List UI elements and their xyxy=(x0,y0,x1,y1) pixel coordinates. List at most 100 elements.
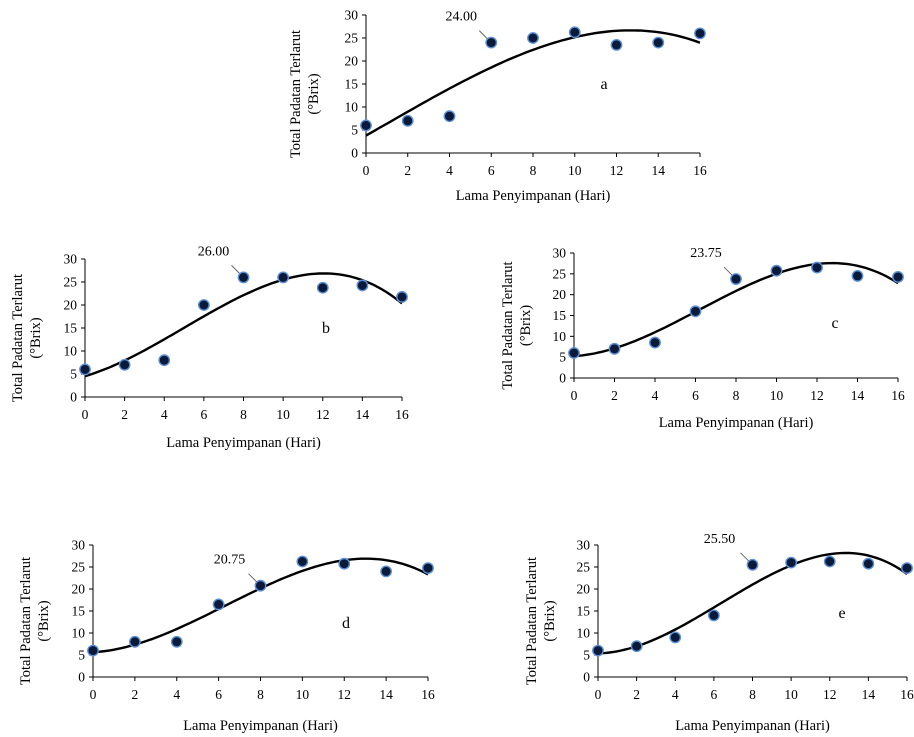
data-point xyxy=(592,644,604,657)
x-tick-label: 0 xyxy=(363,163,370,178)
x-tick-label: 6 xyxy=(711,687,718,702)
x-axis-label: Lama Penyimpanan (Hari) xyxy=(183,718,338,734)
data-point xyxy=(118,358,131,371)
data-point xyxy=(811,261,823,274)
y-tick-label: 10 xyxy=(553,329,567,344)
y-tick-label: 10 xyxy=(72,626,86,641)
x-tick-label: 6 xyxy=(692,388,699,403)
y-tick-label: 25 xyxy=(64,275,78,290)
data-point xyxy=(158,354,171,367)
trendline xyxy=(597,551,908,655)
y-tick-label: 0 xyxy=(70,390,77,405)
y-tick-label: 20 xyxy=(577,582,591,597)
data-point xyxy=(649,336,661,349)
x-tick-label: 6 xyxy=(215,687,222,702)
data-point xyxy=(396,291,408,303)
x-tick-label: 12 xyxy=(610,163,624,178)
x-tick-label: 0 xyxy=(595,687,602,702)
y-axis-label: Total Padatan Terlarut xyxy=(10,274,26,402)
x-tick-label: 10 xyxy=(568,163,582,178)
y-axis-label-unit: (°Brix) xyxy=(306,73,322,114)
annotation-leader xyxy=(478,30,488,39)
y-tick-label: 10 xyxy=(64,344,78,359)
x-tick-label: 6 xyxy=(201,407,208,422)
data-point xyxy=(746,558,759,571)
trendline xyxy=(92,557,429,654)
x-axis-label: Lama Penyimpanan (Hari) xyxy=(675,718,830,734)
x-tick-label: 4 xyxy=(446,163,453,178)
x-tick-label: 16 xyxy=(421,687,435,702)
x-tick-label: 8 xyxy=(257,687,264,702)
y-tick-label: 0 xyxy=(559,371,566,386)
data-point xyxy=(694,27,706,40)
y-tick-label: 15 xyxy=(577,604,591,619)
y-tick-label: 15 xyxy=(72,604,86,619)
y-axis-label-unit: (°Brix) xyxy=(542,600,558,641)
data-point xyxy=(128,635,141,648)
y-tick-label: 5 xyxy=(559,350,566,365)
data-point xyxy=(316,281,329,294)
x-tick-label: 12 xyxy=(338,687,352,702)
data-point xyxy=(443,110,456,123)
x-tick-label: 12 xyxy=(823,687,837,702)
x-tick-label: 10 xyxy=(296,687,310,702)
y-tick-label: 0 xyxy=(583,670,590,685)
data-point xyxy=(360,119,372,132)
x-tick-label: 2 xyxy=(633,687,640,702)
x-tick-label: 14 xyxy=(356,407,370,422)
y-tick-label: 15 xyxy=(345,77,359,92)
data-point xyxy=(669,631,682,644)
data-point xyxy=(785,556,798,569)
y-axis-label: Total Padatan Terlarut xyxy=(18,557,34,685)
x-tick-label: 10 xyxy=(770,388,784,403)
data-point xyxy=(862,557,875,570)
data-point xyxy=(79,363,91,376)
data-point xyxy=(87,644,99,657)
trendline xyxy=(84,272,403,378)
data-point xyxy=(527,32,539,44)
y-tick-label: 5 xyxy=(78,648,85,663)
annotation-label: 23.75 xyxy=(690,246,722,261)
data-point xyxy=(770,264,783,277)
annotation-leader xyxy=(723,266,733,276)
x-tick-label: 2 xyxy=(132,687,139,702)
data-point xyxy=(356,279,369,292)
y-tick-label: 10 xyxy=(577,626,591,641)
data-point xyxy=(568,26,581,39)
y-tick-label: 30 xyxy=(72,538,86,553)
data-point xyxy=(212,598,225,611)
panel-label: d xyxy=(342,615,350,632)
data-point xyxy=(380,565,393,578)
y-axis-label: Total Padatan Terlarut xyxy=(524,557,540,685)
data-point xyxy=(277,271,290,284)
y-tick-label: 30 xyxy=(345,8,359,23)
x-tick-label: 4 xyxy=(652,388,659,403)
x-axis-label: Lama Penyimpanan (Hari) xyxy=(456,188,611,204)
data-point xyxy=(689,305,702,318)
annotation-label: 24.00 xyxy=(446,10,478,25)
data-point xyxy=(610,39,623,51)
x-tick-label: 14 xyxy=(862,687,876,702)
data-point xyxy=(170,635,183,648)
y-tick-label: 10 xyxy=(345,100,359,115)
annotation-leader xyxy=(740,552,749,562)
y-axis-label-unit: (°Brix) xyxy=(36,600,52,641)
data-point xyxy=(707,609,720,622)
y-axis-label-unit: (°Brix) xyxy=(518,305,534,346)
y-tick-label: 20 xyxy=(72,582,86,597)
x-tick-label: 4 xyxy=(161,407,168,422)
y-axis-label: Total Padatan Terlarut xyxy=(288,30,304,158)
annotation-leader xyxy=(248,573,257,583)
data-point xyxy=(197,299,210,311)
x-tick-label: 16 xyxy=(891,388,905,403)
annotation-label: 20.75 xyxy=(214,553,246,568)
y-tick-label: 15 xyxy=(553,308,567,323)
x-tick-label: 2 xyxy=(121,407,128,422)
y-tick-label: 30 xyxy=(64,252,78,267)
y-tick-label: 20 xyxy=(345,54,359,69)
data-point xyxy=(892,271,904,283)
annotation-label: 26.00 xyxy=(198,244,230,259)
x-tick-label: 14 xyxy=(379,687,393,702)
data-point xyxy=(730,273,742,285)
x-tick-label: 8 xyxy=(749,687,756,702)
